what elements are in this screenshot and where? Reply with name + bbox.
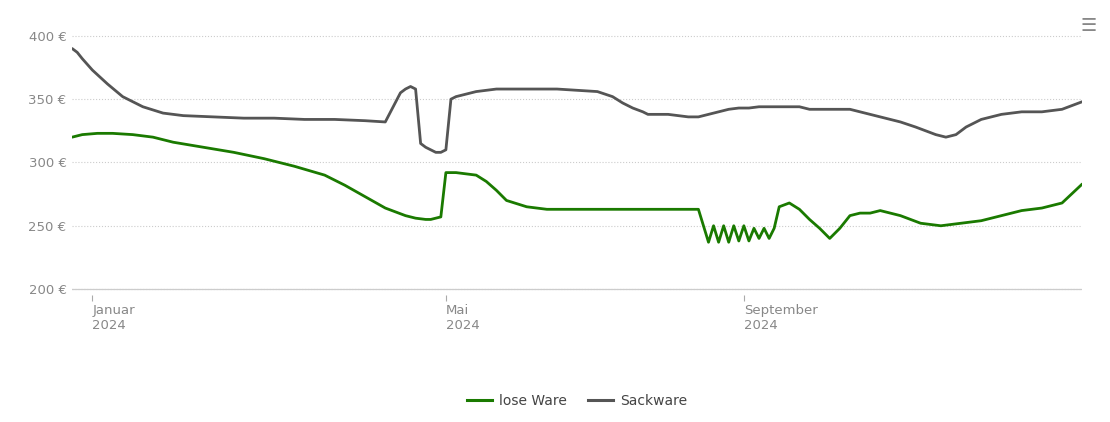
Legend: lose Ware, Sackware: lose Ware, Sackware: [462, 389, 693, 414]
Text: ☰: ☰: [1080, 17, 1097, 35]
